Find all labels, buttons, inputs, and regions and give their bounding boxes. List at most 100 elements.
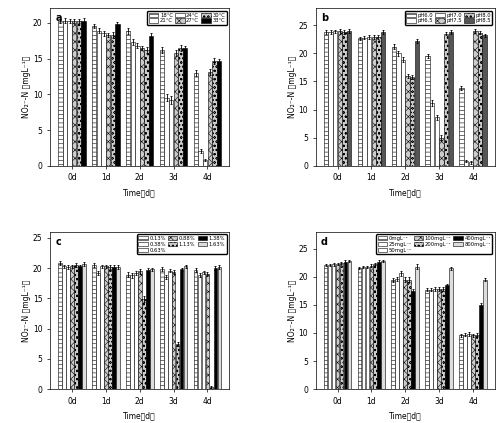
Bar	[102, 33, 105, 166]
Bar	[169, 100, 173, 166]
Bar	[116, 267, 119, 389]
Bar	[442, 289, 445, 389]
Bar	[448, 32, 453, 166]
Bar	[434, 118, 439, 166]
Bar	[172, 272, 175, 389]
Bar	[444, 34, 448, 166]
Text: d: d	[321, 236, 328, 247]
Legend: 0mgL⁻¹, 25mgL⁻¹, 50mgL⁻¹, 100mgL⁻¹, 200mgL⁻¹, 400mgL⁻¹, 800mgL⁻¹: 0mgL⁻¹, 25mgL⁻¹, 50mgL⁻¹, 100mgL⁻¹, 200m…	[376, 234, 492, 254]
Bar	[328, 265, 332, 389]
Bar	[396, 53, 400, 166]
Bar	[68, 21, 72, 166]
Bar	[62, 266, 66, 389]
Bar	[328, 32, 333, 166]
Bar	[70, 266, 74, 389]
Bar	[366, 266, 370, 389]
Bar	[66, 267, 70, 389]
Bar	[74, 265, 78, 389]
Bar	[108, 267, 112, 389]
Bar	[478, 33, 482, 166]
Bar	[430, 290, 433, 389]
Bar	[358, 268, 362, 389]
Bar	[426, 56, 430, 166]
Bar	[160, 269, 164, 389]
Bar	[332, 264, 336, 389]
Bar	[434, 289, 437, 389]
Bar	[464, 161, 468, 166]
Bar	[347, 31, 352, 166]
Bar	[336, 264, 340, 389]
Bar	[382, 261, 385, 389]
Bar	[168, 271, 172, 389]
Bar	[144, 50, 149, 166]
Bar	[404, 280, 407, 389]
Bar	[142, 299, 146, 389]
Bar	[342, 32, 346, 166]
Text: c: c	[56, 236, 61, 247]
Bar	[58, 21, 62, 166]
Bar	[138, 271, 141, 389]
X-axis label: Time（d）: Time（d）	[389, 411, 422, 420]
Bar	[406, 76, 410, 166]
Bar	[92, 265, 96, 389]
Bar	[408, 280, 411, 389]
Text: b: b	[321, 13, 328, 23]
Bar	[82, 264, 86, 389]
Bar	[212, 60, 216, 166]
Bar	[482, 36, 487, 166]
Y-axis label: NO₂⁻-N （mgL⁻¹）: NO₂⁻-N （mgL⁻¹）	[22, 56, 32, 118]
Bar	[460, 88, 464, 166]
Bar	[198, 275, 202, 389]
Bar	[324, 32, 328, 166]
Bar	[340, 263, 344, 389]
Bar	[471, 335, 475, 389]
Bar	[160, 50, 164, 166]
Bar	[176, 344, 180, 389]
Bar	[130, 275, 134, 389]
Bar	[78, 266, 82, 389]
Bar	[362, 267, 366, 389]
Bar	[140, 48, 144, 166]
Bar	[362, 38, 366, 166]
Bar	[370, 266, 374, 389]
Bar	[115, 24, 119, 166]
Bar	[206, 274, 210, 389]
Bar	[426, 290, 429, 389]
Bar	[367, 37, 372, 166]
Y-axis label: NO₂⁻-N （mgL⁻¹）: NO₂⁻-N （mgL⁻¹）	[288, 279, 297, 342]
Bar	[463, 335, 467, 389]
X-axis label: Time（d）: Time（d）	[389, 188, 422, 197]
Bar	[184, 266, 188, 389]
Bar	[324, 265, 328, 389]
Bar	[392, 47, 396, 166]
Bar	[76, 21, 81, 166]
X-axis label: Time（d）: Time（d）	[124, 188, 156, 197]
Bar	[400, 273, 403, 389]
Bar	[183, 48, 188, 166]
Bar	[218, 267, 222, 389]
Bar	[180, 269, 184, 389]
Bar	[126, 275, 130, 389]
Bar	[58, 263, 62, 389]
Bar	[460, 335, 463, 389]
Bar	[110, 35, 115, 166]
Bar	[149, 36, 154, 166]
Bar	[440, 137, 444, 166]
Bar	[467, 334, 471, 389]
Bar	[106, 35, 110, 166]
Bar	[203, 160, 207, 166]
Bar	[63, 21, 67, 166]
Bar	[445, 285, 449, 389]
Bar	[194, 270, 198, 389]
Y-axis label: NO₂⁻-N （mgL⁻¹）: NO₂⁻-N （mgL⁻¹）	[288, 56, 297, 118]
Bar	[381, 32, 385, 166]
Bar	[217, 61, 222, 166]
Bar	[130, 42, 135, 166]
Bar	[416, 266, 419, 389]
Bar	[468, 162, 473, 166]
Bar	[372, 37, 376, 166]
Bar	[374, 264, 378, 389]
Bar	[150, 269, 154, 389]
Legend: 18°C, 21°C, 24°C, 27°C, 30°C, 33°C: 18°C, 21°C, 24°C, 27°C, 30°C, 33°C	[148, 11, 227, 25]
Bar	[202, 272, 205, 389]
